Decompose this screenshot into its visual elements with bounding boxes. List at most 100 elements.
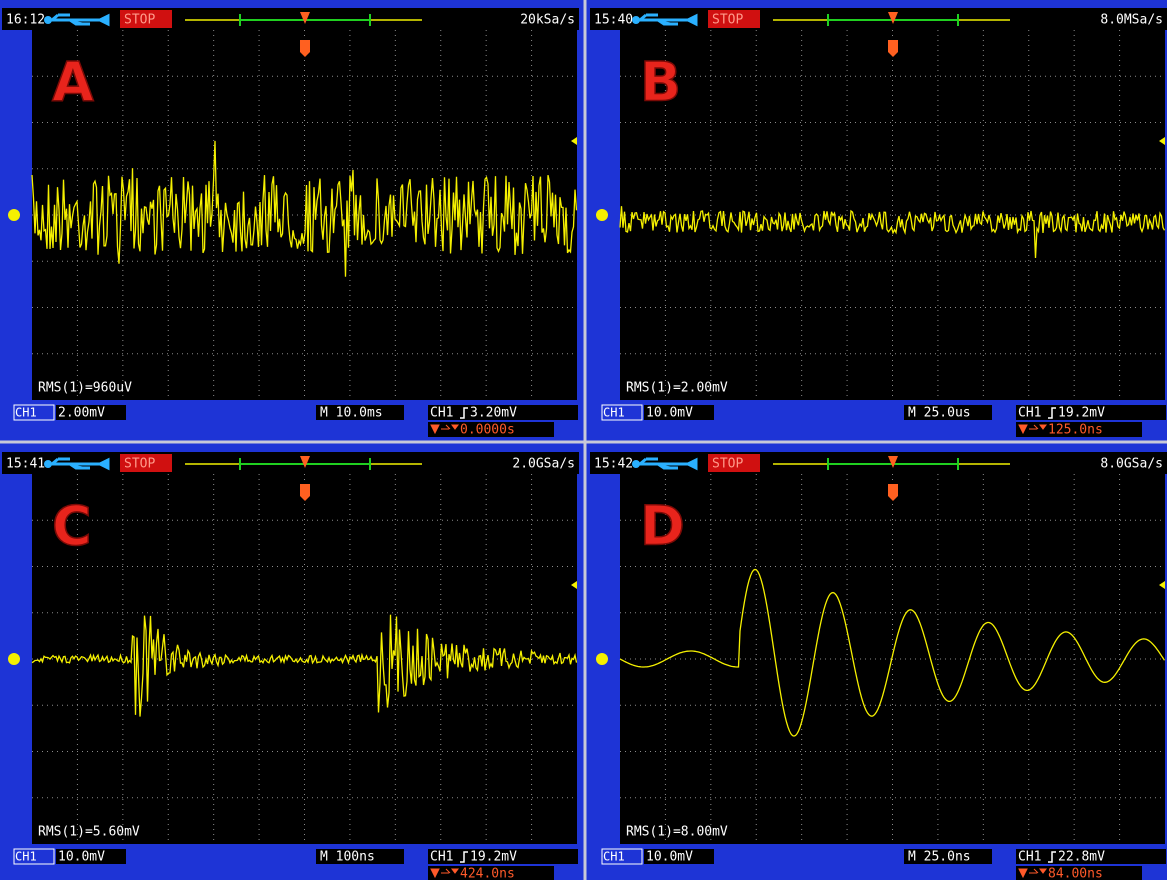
rate-box bbox=[1074, 454, 1166, 472]
offset-icon bbox=[430, 424, 459, 435]
offset-box bbox=[428, 866, 554, 880]
level-marker bbox=[1159, 581, 1165, 589]
usb-dot bbox=[44, 460, 52, 468]
timebase: M 25.0us bbox=[908, 406, 971, 421]
sample-rate: 2.0GSa/s bbox=[512, 457, 575, 472]
edge-icon bbox=[460, 851, 468, 863]
status: STOP bbox=[124, 457, 155, 472]
panel-letter: B bbox=[640, 51, 681, 114]
scale-box bbox=[56, 849, 126, 864]
ch1-marker bbox=[596, 653, 608, 665]
usb-icon bbox=[636, 457, 698, 471]
edge-icon bbox=[1048, 407, 1056, 419]
scale: 10.0mV bbox=[646, 850, 693, 865]
trigger-marker bbox=[888, 484, 898, 501]
offset-box bbox=[1016, 422, 1142, 437]
rate-box bbox=[486, 454, 578, 472]
ch-box bbox=[13, 404, 55, 421]
trigger-source: CH1 bbox=[1018, 850, 1041, 865]
clock: 15:42 bbox=[594, 457, 633, 472]
status-box bbox=[120, 10, 172, 28]
scale: 2.00mV bbox=[58, 406, 105, 421]
level-marker bbox=[571, 581, 577, 589]
trigger-marker bbox=[300, 484, 310, 501]
waveform bbox=[619, 206, 1166, 259]
trigger-source: CH1 bbox=[1018, 406, 1041, 421]
sample-rate: 20kSa/s bbox=[520, 13, 575, 28]
usb-dot bbox=[632, 460, 640, 468]
offset-icon bbox=[1018, 868, 1047, 879]
trigger-level: 22.8mV bbox=[1058, 850, 1105, 865]
timebase: M 100ns bbox=[320, 850, 375, 865]
edge-icon bbox=[460, 407, 468, 419]
offset-icon bbox=[430, 868, 459, 879]
offset-box bbox=[1016, 866, 1142, 880]
usb-icon bbox=[48, 13, 110, 27]
usb-dot bbox=[44, 16, 52, 24]
status: STOP bbox=[712, 457, 743, 472]
rate-box bbox=[486, 10, 578, 28]
ch-box bbox=[13, 848, 55, 865]
timebase-box bbox=[316, 849, 404, 864]
trigger-level: 19.2mV bbox=[1058, 406, 1105, 421]
rms-readout: RMS(1)=8.00mV bbox=[626, 825, 728, 840]
level-marker bbox=[1159, 137, 1165, 145]
trigger-offset: 84.00ns bbox=[1048, 867, 1103, 880]
level-marker bbox=[571, 137, 577, 145]
panel-letter: C bbox=[52, 495, 92, 558]
trigger-pos bbox=[888, 456, 898, 468]
trigger-offset: 424.0ns bbox=[460, 867, 515, 880]
timebase-box bbox=[316, 405, 404, 420]
trigger-offset: 0.0000s bbox=[460, 423, 515, 438]
status: STOP bbox=[124, 13, 155, 28]
trigger-level: 3.20mV bbox=[470, 406, 517, 421]
trigger-marker bbox=[300, 40, 310, 57]
ch-box bbox=[601, 404, 643, 421]
status: STOP bbox=[712, 13, 743, 28]
trigger-pos bbox=[300, 456, 310, 468]
trigger-pos bbox=[300, 12, 310, 24]
sample-rate: 8.0MSa/s bbox=[1100, 13, 1163, 28]
offset-icon bbox=[1018, 424, 1047, 435]
scale: 10.0mV bbox=[58, 850, 105, 865]
usb-dot bbox=[632, 16, 640, 24]
panel-letter: D bbox=[640, 495, 685, 558]
clock: 16:12 bbox=[6, 13, 45, 28]
usb-icon bbox=[48, 457, 110, 471]
status-box bbox=[708, 10, 760, 28]
trigger-pos bbox=[888, 12, 898, 24]
ch1-marker bbox=[8, 653, 20, 665]
timebase: M 25.0ns bbox=[908, 850, 971, 865]
status-box bbox=[120, 454, 172, 472]
offset-box bbox=[428, 422, 554, 437]
rms-readout: RMS(1)=2.00mV bbox=[626, 381, 728, 396]
scale-box bbox=[56, 405, 126, 420]
scale: 10.0mV bbox=[646, 406, 693, 421]
edge-icon bbox=[1048, 851, 1056, 863]
channel: CH1 bbox=[15, 406, 37, 420]
trigger-marker bbox=[888, 40, 898, 57]
trigger-offset: 125.0ns bbox=[1048, 423, 1103, 438]
rate-box bbox=[1074, 10, 1166, 28]
rms-readout: RMS(1)=960uV bbox=[38, 381, 132, 396]
timebase-box bbox=[904, 405, 992, 420]
trigger-source: CH1 bbox=[430, 850, 453, 865]
usb-icon bbox=[636, 13, 698, 27]
scale-box bbox=[644, 849, 714, 864]
channel: CH1 bbox=[15, 850, 37, 864]
panel-letter: A bbox=[52, 51, 94, 114]
trigger-source: CH1 bbox=[430, 406, 453, 421]
timebase-box bbox=[904, 849, 992, 864]
clock: 15:41 bbox=[6, 457, 45, 472]
ch1-marker bbox=[596, 209, 608, 221]
waveform bbox=[31, 614, 578, 717]
rms-readout: RMS(1)=5.60mV bbox=[38, 825, 140, 840]
ch-box bbox=[601, 848, 643, 865]
waveform bbox=[31, 140, 578, 277]
timebase: M 10.0ms bbox=[320, 406, 383, 421]
